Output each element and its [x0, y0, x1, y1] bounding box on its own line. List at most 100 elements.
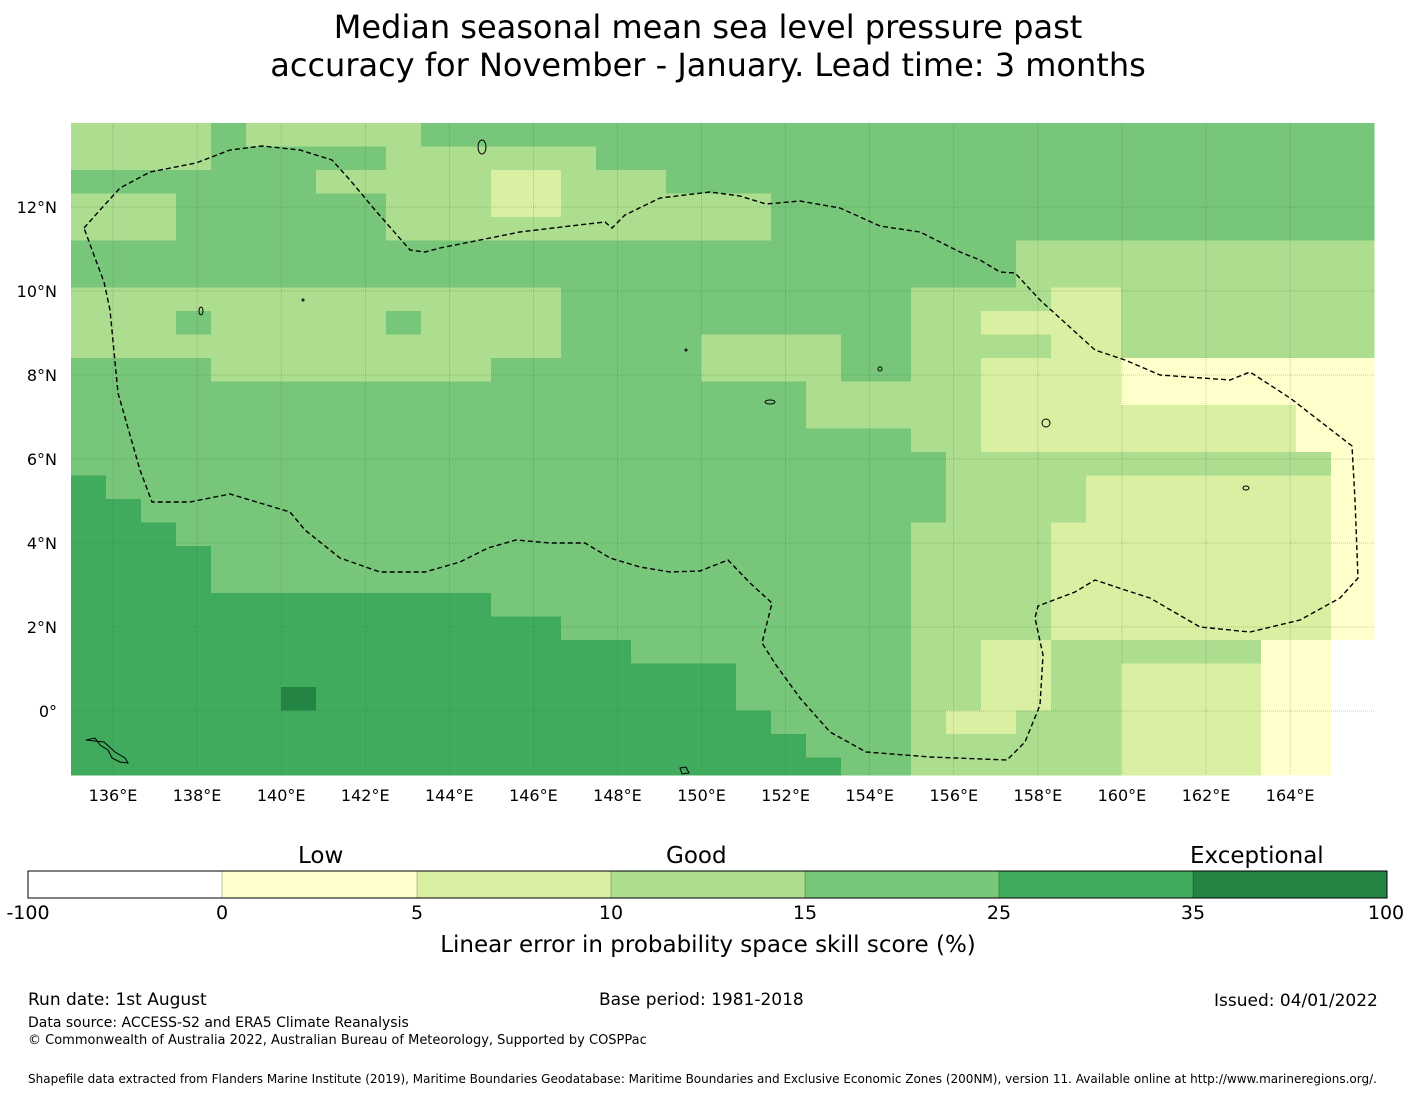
- skill-cell: [771, 170, 807, 194]
- skill-cell: [666, 663, 702, 688]
- lon-label: 150°E: [677, 786, 726, 805]
- skill-cell: [386, 311, 422, 335]
- skill-cell: [946, 687, 982, 711]
- skill-cell: [316, 734, 352, 758]
- eez-boundary: [83, 145, 1359, 761]
- skill-cell: [561, 710, 597, 735]
- skill-cell: [421, 193, 457, 218]
- lon-label: 164°E: [1266, 786, 1315, 805]
- skill-cell: [631, 358, 667, 382]
- skill-cell: [806, 334, 842, 359]
- skill-cell: [491, 287, 527, 312]
- skill-cell: [596, 710, 632, 735]
- skill-cell: [1121, 193, 1157, 218]
- skill-cell: [1331, 499, 1367, 523]
- skill-cell: [456, 334, 492, 359]
- skill-cell: [491, 663, 527, 688]
- skill-cell: [1226, 522, 1262, 547]
- skill-cell: [281, 616, 317, 641]
- skill-cell: [561, 287, 597, 312]
- skill-cell: [1086, 522, 1122, 547]
- skill-cell: [596, 170, 632, 194]
- skill-cell: [631, 452, 667, 476]
- skill-cell: [1191, 193, 1227, 218]
- skill-cell: [211, 640, 247, 664]
- skill-cell: [1366, 734, 1375, 758]
- skill-cell: [596, 475, 632, 500]
- skill-cell: [911, 593, 947, 617]
- skill-cell: [876, 193, 912, 218]
- skill-cell: [421, 522, 457, 547]
- skill-cell: [1156, 217, 1192, 241]
- skill-cell: [386, 452, 422, 476]
- skill-cell: [631, 569, 667, 594]
- category-low: Low: [298, 843, 344, 869]
- skill-cell: [1016, 311, 1052, 335]
- skill-cell: [456, 381, 492, 406]
- skill-cell: [351, 287, 387, 312]
- skill-cell: [841, 146, 877, 171]
- skill-cell: [806, 734, 842, 758]
- skill-cell: [106, 405, 142, 429]
- skill-cell: [71, 499, 107, 523]
- skill-cell: [806, 287, 842, 312]
- skill-cell: [141, 452, 177, 476]
- skill-cell: [1086, 381, 1122, 406]
- skill-cell: [491, 358, 527, 382]
- skill-cell: [841, 170, 877, 194]
- skill-cell: [211, 710, 247, 735]
- skill-cell: [421, 334, 457, 359]
- skill-cell: [1261, 757, 1297, 776]
- skill-cell: [141, 710, 177, 735]
- skill-cell: [841, 710, 877, 735]
- skill-cell: [736, 334, 772, 359]
- skill-cell: [1296, 123, 1332, 147]
- skill-cell: [316, 757, 352, 776]
- skill-cell: [281, 311, 317, 335]
- skill-cell: [316, 334, 352, 359]
- skill-cell: [596, 217, 632, 241]
- skill-cell: [421, 687, 457, 711]
- skill-cell: [1086, 710, 1122, 735]
- island: [1041, 418, 1051, 428]
- skill-cell: [246, 240, 282, 265]
- skill-cell: [491, 569, 527, 594]
- skill-cell: [946, 240, 982, 265]
- skill-cell: [1086, 217, 1122, 241]
- skill-cell: [526, 287, 562, 312]
- skill-cell: [631, 757, 667, 776]
- skill-cell: [281, 475, 317, 500]
- skill-cell: [1331, 663, 1367, 688]
- skill-cell: [981, 546, 1017, 570]
- skill-cell: [1191, 757, 1227, 776]
- skill-cell: [596, 522, 632, 547]
- skill-cell: [1261, 334, 1297, 359]
- skill-cell: [1366, 522, 1375, 547]
- colorbar-tick: 10: [598, 902, 624, 924]
- skill-cell: [1331, 334, 1367, 359]
- skill-cell: [246, 358, 282, 382]
- skill-cell: [351, 123, 387, 147]
- skill-cell: [946, 452, 982, 476]
- skill-cell: [141, 757, 177, 776]
- skill-cell: [1016, 640, 1052, 664]
- skill-cell: [631, 405, 667, 429]
- skill-cell: [1016, 546, 1052, 570]
- skill-cell: [1156, 499, 1192, 523]
- skill-cell: [981, 287, 1017, 312]
- skill-cell: [351, 710, 387, 735]
- lon-label: 156°E: [929, 786, 978, 805]
- skill-cell: [806, 358, 842, 382]
- skill-cell: [316, 381, 352, 406]
- skill-cell: [1226, 734, 1262, 758]
- skill-cell: [141, 381, 177, 406]
- skill-cell: [1226, 405, 1262, 429]
- skill-cell: [736, 405, 772, 429]
- skill-cell: [526, 475, 562, 500]
- skill-cell: [561, 311, 597, 335]
- skill-cell: [876, 264, 912, 288]
- skill-cell: [456, 287, 492, 312]
- skill-cell: [1226, 687, 1262, 711]
- skill-cell: [666, 217, 702, 241]
- skill-cell: [946, 264, 982, 288]
